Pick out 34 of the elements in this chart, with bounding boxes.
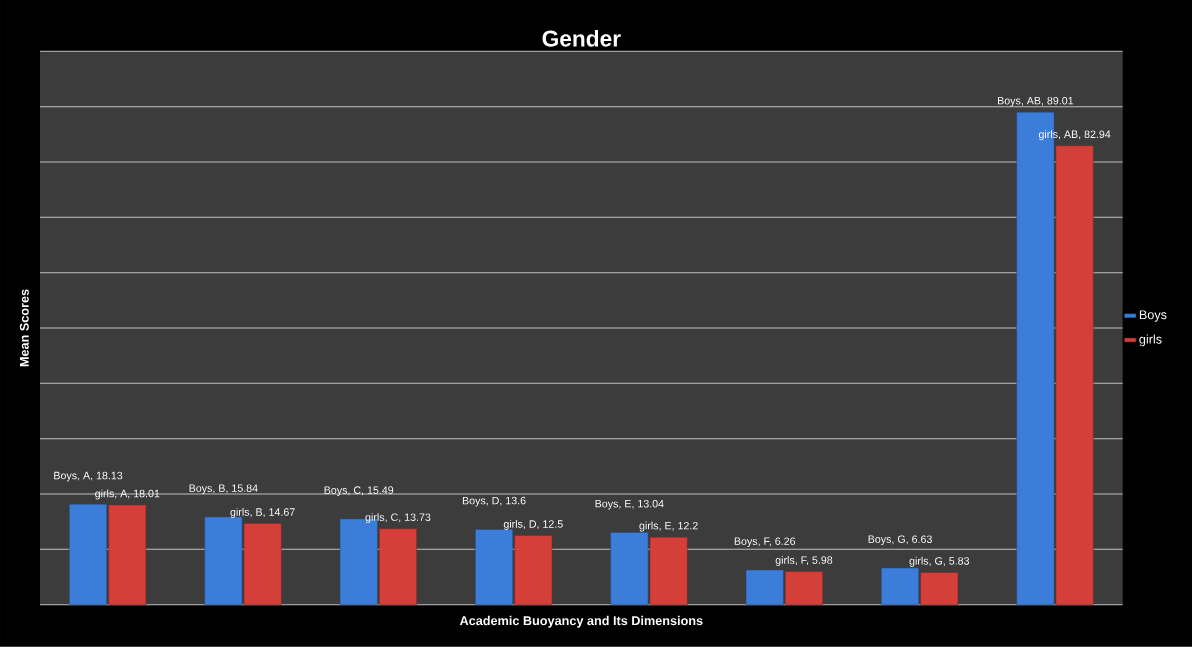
bar <box>69 504 107 606</box>
bar <box>785 571 823 606</box>
x-axis-title: Academic Buoyancy and Its Dimensions <box>459 616 703 628</box>
data-label: Boys, F, 6.26 <box>734 537 796 548</box>
data-label: girls, A, 18.01 <box>95 489 160 500</box>
data-label: Boys, G, 6.63 <box>868 535 932 546</box>
bar <box>1055 145 1094 606</box>
data-label: Boys, C, 15.49 <box>324 486 394 497</box>
data-label: girls, E, 12.2 <box>639 521 698 532</box>
bar <box>108 504 147 606</box>
data-label: girls, F, 5.98 <box>775 556 833 567</box>
data-label: Boys, A, 18.13 <box>54 471 123 482</box>
bar <box>745 569 784 606</box>
bar <box>204 516 243 606</box>
bar <box>920 572 959 606</box>
data-label: girls, G, 5.83 <box>909 557 970 567</box>
bar <box>475 529 513 606</box>
data-label: Boys, D, 13.6 <box>462 496 526 507</box>
data-label: girls, C, 13.73 <box>365 513 431 524</box>
bar <box>649 537 688 606</box>
data-label: Boys, E, 13.04 <box>595 500 664 510</box>
legend-label: girls <box>1139 334 1162 347</box>
legend-label: Boys <box>1139 310 1167 322</box>
bar <box>881 567 919 606</box>
bar <box>379 528 417 606</box>
bar <box>610 532 649 606</box>
data-label: girls, D, 12.5 <box>503 520 563 531</box>
y-axis-title: Mean Scores <box>19 289 29 367</box>
chart-title: Gender <box>542 30 621 47</box>
data-label: Boys, AB, 89.01 <box>998 97 1074 107</box>
bar <box>514 535 553 606</box>
data-label: Boys, B, 15.84 <box>189 484 258 495</box>
data-label: girls, B, 14.67 <box>230 508 295 519</box>
bar <box>243 523 282 606</box>
